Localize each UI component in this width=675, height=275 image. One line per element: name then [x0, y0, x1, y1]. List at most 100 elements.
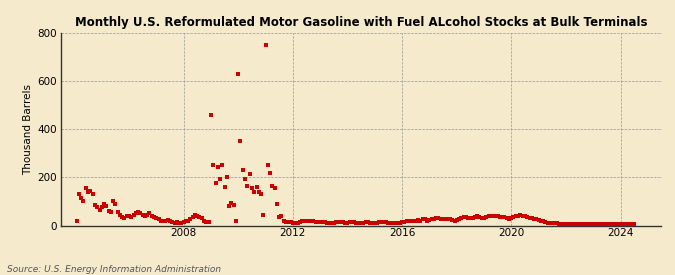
Point	[479, 216, 489, 221]
Point	[595, 222, 605, 227]
Point	[194, 215, 205, 219]
Point	[360, 220, 371, 224]
Point	[433, 216, 443, 221]
Point	[492, 214, 503, 219]
Point	[248, 190, 259, 194]
Point	[354, 220, 364, 225]
Point	[78, 199, 89, 204]
Point	[504, 217, 514, 221]
Point	[570, 221, 580, 226]
Point	[465, 216, 476, 221]
Point	[499, 215, 510, 219]
Point	[374, 220, 385, 224]
Point	[308, 219, 319, 223]
Point	[128, 213, 139, 217]
Point	[283, 220, 294, 224]
Text: Source: U.S. Energy Information Administration: Source: U.S. Energy Information Administ…	[7, 265, 221, 274]
Point	[271, 202, 282, 206]
Point	[545, 220, 556, 225]
Point	[253, 190, 264, 194]
Point	[415, 218, 426, 223]
Point	[101, 204, 112, 208]
Point	[404, 218, 414, 223]
Point	[554, 221, 564, 226]
Point	[224, 204, 235, 208]
Point	[510, 214, 521, 219]
Point	[180, 219, 191, 223]
Point	[435, 217, 446, 221]
Point	[205, 113, 216, 117]
Point	[364, 220, 375, 225]
Point	[412, 218, 423, 222]
Point	[269, 186, 280, 190]
Point	[576, 221, 587, 226]
Point	[474, 215, 485, 219]
Point	[601, 222, 612, 227]
Point	[529, 217, 539, 221]
Point	[213, 164, 223, 169]
Point	[485, 214, 496, 218]
Point	[417, 217, 428, 222]
Point	[556, 221, 567, 226]
Point	[431, 216, 441, 221]
Point	[440, 217, 451, 222]
Point	[629, 222, 640, 227]
Point	[558, 221, 569, 226]
Point	[110, 202, 121, 206]
Point	[626, 222, 637, 227]
Point	[148, 215, 159, 219]
Point	[173, 220, 184, 225]
Point	[142, 213, 153, 217]
Point	[481, 215, 491, 219]
Point	[369, 220, 380, 225]
Point	[246, 186, 257, 190]
Point	[593, 222, 603, 227]
Point	[402, 219, 412, 223]
Point	[531, 217, 542, 222]
Point	[137, 213, 148, 217]
Point	[185, 217, 196, 222]
Point	[155, 218, 166, 223]
Point	[376, 220, 387, 224]
Point	[251, 185, 262, 189]
Point	[574, 221, 585, 226]
Point	[122, 214, 132, 218]
Point	[467, 216, 478, 221]
Point	[371, 220, 382, 225]
Point	[94, 208, 105, 212]
Point	[187, 215, 198, 219]
Point	[221, 175, 232, 180]
Point	[387, 220, 398, 225]
Point	[470, 215, 481, 219]
Point	[356, 220, 367, 225]
Point	[299, 218, 310, 223]
Point	[90, 203, 101, 207]
Point	[74, 192, 84, 196]
Point	[513, 214, 524, 218]
Point	[542, 220, 553, 225]
Point	[178, 220, 189, 224]
Point	[597, 222, 608, 227]
Point	[608, 222, 619, 227]
Point	[408, 218, 419, 223]
Point	[495, 215, 506, 219]
Point	[347, 220, 358, 224]
Point	[456, 216, 466, 221]
Point	[472, 214, 483, 219]
Point	[242, 184, 252, 188]
Point	[362, 220, 373, 224]
Point	[267, 184, 278, 188]
Point	[342, 220, 353, 225]
Point	[335, 220, 346, 224]
Point	[265, 170, 275, 175]
Point	[292, 220, 303, 225]
Point	[358, 220, 369, 225]
Point	[477, 216, 487, 221]
Point	[379, 220, 389, 224]
Point	[176, 220, 187, 225]
Point	[80, 186, 91, 190]
Point	[117, 215, 128, 219]
Point	[319, 220, 330, 224]
Point	[424, 218, 435, 222]
Point	[483, 214, 494, 219]
